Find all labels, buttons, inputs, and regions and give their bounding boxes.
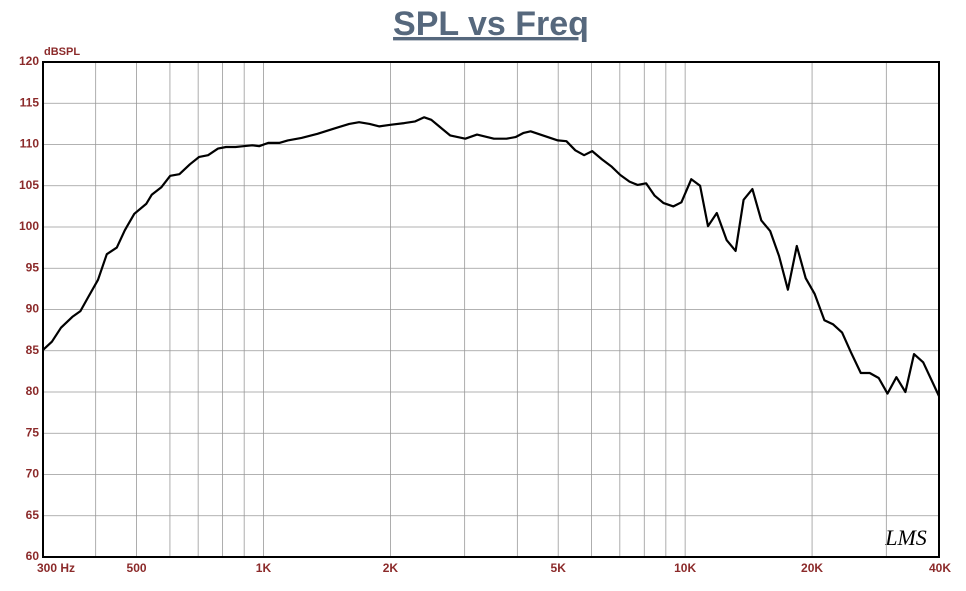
x-tick-label: 2K: [383, 561, 399, 575]
x-tick-label: 300 Hz: [37, 561, 75, 575]
y-tick-label: 60: [26, 549, 40, 563]
y-tick-label: 90: [26, 302, 40, 316]
x-tick-label: 10K: [674, 561, 696, 575]
y-tick-label: 70: [26, 467, 40, 481]
x-tick-label: 20K: [801, 561, 823, 575]
y-tick-label: 110: [20, 137, 40, 151]
y-axis-label: dBSPL: [44, 46, 80, 58]
x-tick-label: 40K: [929, 561, 951, 575]
data-line: [42, 116, 940, 397]
x-tick-label: 5K: [551, 561, 567, 575]
y-tick-label: 75: [26, 425, 40, 439]
y-tick-label: 80: [26, 384, 40, 398]
y-tick-label: 95: [26, 260, 40, 274]
x-tick-label: 1K: [256, 561, 272, 575]
plot-frame: [42, 61, 940, 558]
watermark: LMS: [884, 525, 927, 550]
y-tick-label: 105: [19, 178, 39, 192]
y-tick-label: 100: [19, 219, 39, 233]
y-tick-label: 65: [26, 508, 40, 522]
y-tick-label: 85: [26, 343, 40, 357]
x-tick-label: 500: [127, 561, 147, 575]
y-tick-label: 115: [20, 95, 40, 109]
y-tick-label: 120: [19, 54, 39, 68]
chart-title: SPL vs Freq: [393, 5, 589, 43]
